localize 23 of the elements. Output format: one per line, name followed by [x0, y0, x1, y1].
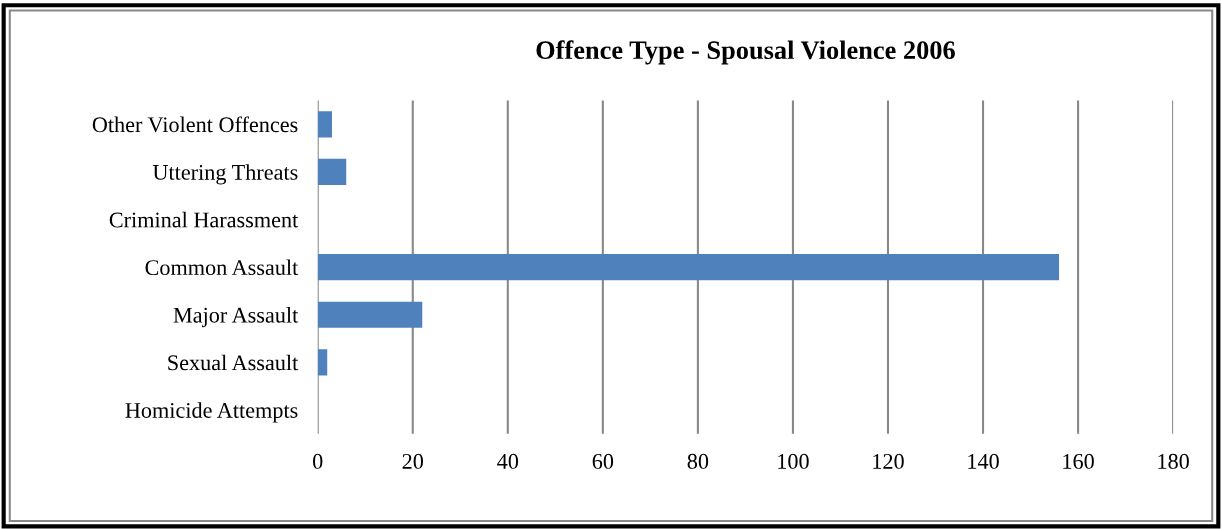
- y-tick-label: Homicide Attempts: [125, 402, 298, 423]
- x-tick-label: 160: [1063, 453, 1094, 469]
- x-tick-label: 120: [873, 453, 904, 469]
- x-tick-label: 80: [687, 453, 709, 469]
- y-tick-label: Uttering Threats: [152, 164, 298, 185]
- bar: [317, 254, 1060, 281]
- y-tick-label: Major Assault: [173, 307, 299, 328]
- x-tick-label: 180: [1158, 453, 1189, 469]
- x-tick-label: 20: [402, 453, 424, 469]
- x-tick-label: 0: [313, 453, 323, 469]
- x-tick-label: 140: [968, 453, 999, 469]
- bar: [317, 111, 332, 138]
- x-tick-label: 100: [778, 453, 809, 469]
- x-tick-label: 40: [497, 453, 519, 469]
- bar: [317, 158, 347, 186]
- y-tick-label: Sexual Assault: [168, 354, 299, 371]
- bar: [317, 349, 328, 376]
- y-tick-label: Common Assault: [145, 259, 299, 276]
- y-tick-label: Other Violent Offences: [92, 116, 298, 133]
- x-tick-label: 60: [592, 453, 614, 469]
- chart-title: Offence Type - Spousal Violence 2006: [536, 40, 955, 65]
- y-tick-label: Criminal Harassment: [109, 211, 299, 228]
- bar: [317, 301, 423, 328]
